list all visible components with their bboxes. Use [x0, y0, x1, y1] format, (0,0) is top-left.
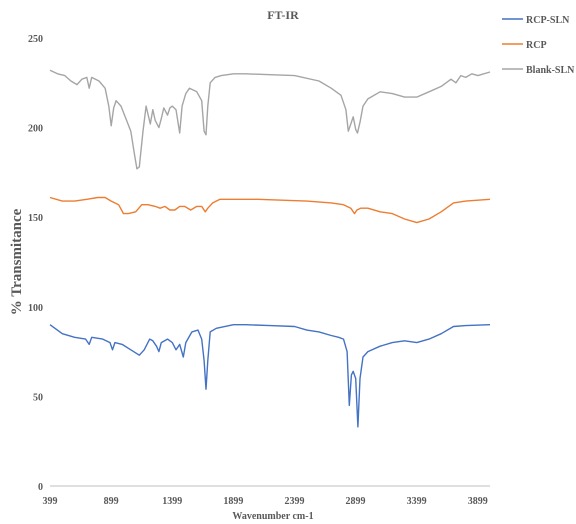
chart-title: FT-IR — [267, 8, 299, 22]
y-tick-label: 100 — [28, 303, 43, 314]
legend-label: RCP-SLN — [526, 15, 570, 26]
x-tick-label: 899 — [104, 496, 119, 507]
x-tick-label: 3399 — [407, 496, 427, 507]
series-line-blank-sln — [49, 69, 491, 170]
x-tick-label: 1399 — [162, 496, 182, 507]
x-tick-label: 2399 — [284, 496, 304, 507]
x-axis-ticks: 399 899 1399 1899 2399 2899 3399 3899 — [43, 496, 488, 507]
legend-label: Blank-SLN — [526, 65, 575, 76]
y-axis-label: % Transmitance — [9, 208, 25, 315]
legend: RCP-SLN RCP Blank-SLN — [502, 15, 575, 76]
x-axis-label: Wavenumber cm-1 — [232, 511, 313, 522]
series-group — [49, 69, 491, 428]
y-tick-label: 250 — [28, 34, 43, 45]
y-tick-label: 150 — [28, 213, 43, 224]
y-axis-ticks: 0 50 100 150 200 250 — [28, 34, 43, 493]
legend-label: RCP — [526, 40, 547, 51]
y-tick-label: 50 — [33, 392, 43, 403]
series-line-rcp-sln — [49, 324, 491, 428]
series-line-rcp — [49, 196, 491, 224]
y-tick-label: 200 — [28, 124, 43, 135]
x-tick-label: 1899 — [223, 496, 243, 507]
x-tick-label: 399 — [43, 496, 58, 507]
x-tick-label: 2899 — [346, 496, 366, 507]
x-tick-label: 3899 — [468, 496, 488, 507]
y-tick-label: 0 — [38, 482, 43, 493]
